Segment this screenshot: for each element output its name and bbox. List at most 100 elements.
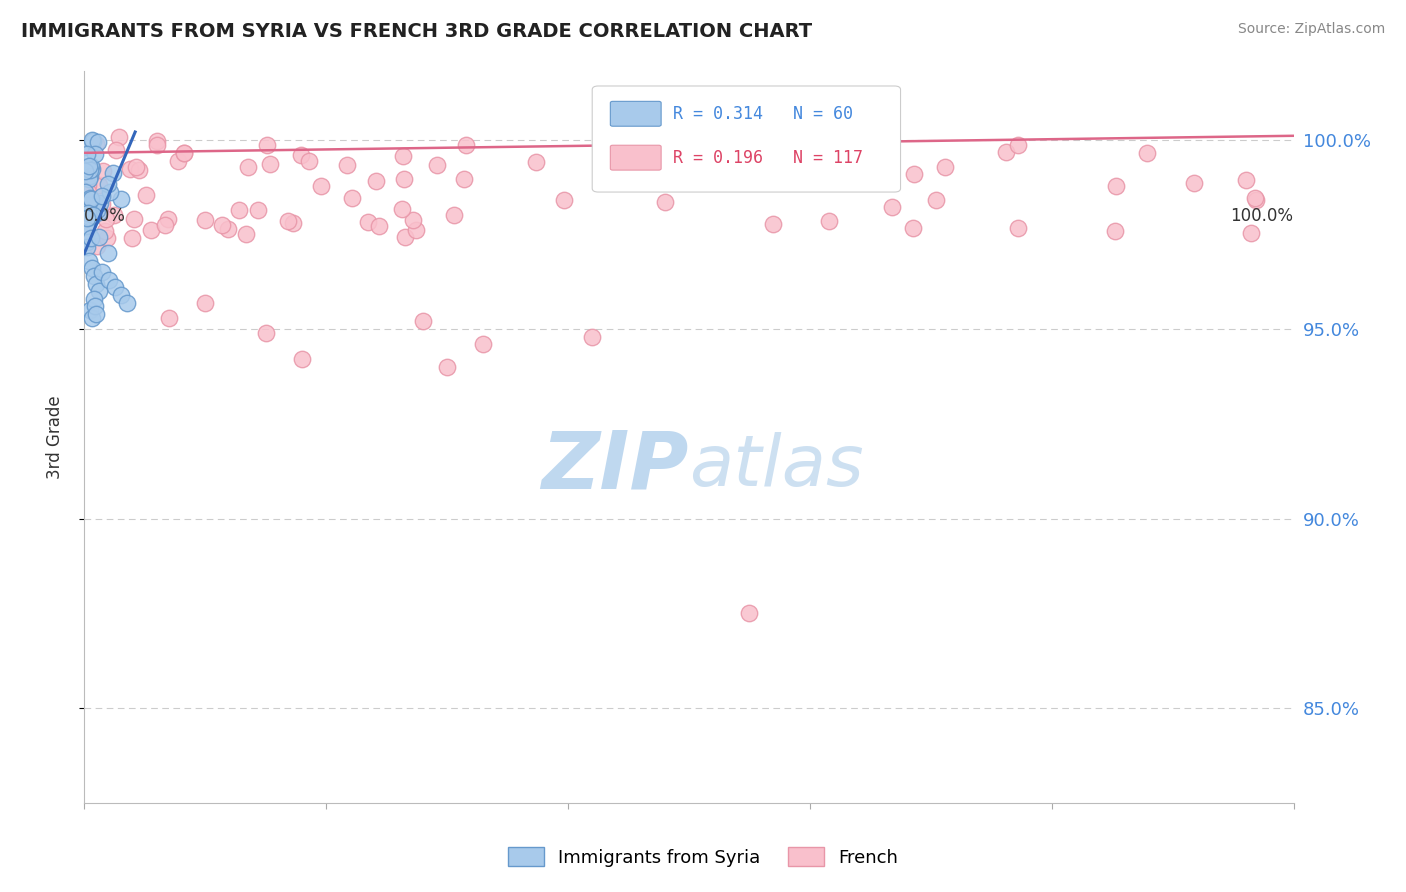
Point: [472, 337, 495, 351]
Point: [75, 140, 97, 154]
Point: [454, 138, 477, 153]
Point: [83, 292, 105, 306]
Point: [80, 261, 103, 276]
Point: [817, 213, 839, 227]
Point: [110, 192, 132, 206]
Point: [79, 163, 101, 178]
Point: [110, 288, 132, 302]
Point: [103, 166, 125, 180]
Point: [97, 273, 120, 287]
Legend: Immigrants from Syria, French: Immigrants from Syria, French: [501, 840, 905, 874]
Point: [281, 216, 304, 230]
Point: [86, 277, 108, 291]
Point: [90, 197, 112, 211]
Point: [1244, 191, 1267, 205]
Point: [903, 168, 925, 182]
Point: [87, 204, 110, 219]
Point: [436, 359, 458, 374]
Point: [298, 153, 321, 168]
Text: atlas: atlas: [689, 432, 863, 500]
Point: [94, 223, 117, 237]
Point: [118, 162, 141, 177]
Point: [290, 147, 312, 161]
Point: [336, 158, 359, 172]
Point: [87, 230, 110, 244]
Point: [1234, 173, 1257, 187]
Point: [443, 208, 465, 222]
Point: [80, 159, 103, 173]
Point: [654, 195, 676, 210]
Text: 0.0%: 0.0%: [84, 207, 127, 225]
Point: [75, 193, 97, 207]
Point: [173, 146, 195, 161]
Point: [83, 268, 105, 283]
Y-axis label: 3rd Grade: 3rd Grade: [45, 395, 63, 479]
Point: [77, 171, 100, 186]
Point: [76, 147, 98, 161]
Point: [77, 206, 100, 220]
Point: [412, 314, 434, 328]
Point: [738, 607, 761, 621]
Point: [97, 177, 120, 191]
Point: [128, 163, 150, 178]
Text: R = 0.314   N = 60: R = 0.314 N = 60: [673, 104, 853, 123]
FancyBboxPatch shape: [592, 86, 901, 192]
Point: [394, 229, 416, 244]
Point: [77, 185, 100, 199]
Point: [121, 230, 143, 244]
Point: [901, 221, 924, 235]
Point: [934, 160, 956, 174]
Point: [139, 223, 162, 237]
FancyBboxPatch shape: [610, 145, 661, 170]
Point: [91, 189, 114, 203]
Point: [256, 137, 278, 152]
Point: [103, 208, 125, 222]
Point: [79, 191, 101, 205]
Text: 100.0%: 100.0%: [1230, 207, 1294, 225]
Text: R = 0.196   N = 117: R = 0.196 N = 117: [673, 149, 863, 167]
Point: [76, 172, 98, 186]
Point: [79, 169, 101, 183]
Point: [87, 135, 110, 149]
Point: [77, 253, 100, 268]
Point: [91, 265, 114, 279]
FancyBboxPatch shape: [610, 102, 661, 127]
Point: [228, 202, 250, 217]
Point: [366, 174, 388, 188]
Point: [84, 196, 107, 211]
Point: [1007, 137, 1029, 152]
Point: [194, 295, 217, 310]
Point: [155, 218, 177, 232]
Point: [636, 134, 658, 148]
Point: [135, 188, 157, 202]
Point: [125, 161, 148, 175]
Point: [581, 329, 603, 343]
Point: [80, 310, 103, 325]
Point: [1105, 179, 1128, 194]
Point: [357, 214, 380, 228]
Point: [75, 219, 97, 233]
Point: [115, 295, 138, 310]
Point: [524, 154, 547, 169]
Point: [392, 149, 415, 163]
Point: [1182, 176, 1205, 190]
Point: [107, 130, 129, 145]
Point: [211, 218, 233, 232]
Text: IMMIGRANTS FROM SYRIA VS FRENCH 3RD GRADE CORRELATION CHART: IMMIGRANTS FROM SYRIA VS FRENCH 3RD GRAD…: [21, 22, 813, 41]
Point: [145, 137, 167, 152]
Point: [94, 211, 117, 226]
Point: [79, 303, 101, 318]
Point: [77, 210, 100, 224]
Point: [86, 238, 108, 252]
Point: [402, 212, 425, 227]
Point: [167, 153, 190, 168]
Point: [553, 193, 575, 207]
Point: [277, 213, 299, 227]
Point: [254, 326, 277, 340]
Point: [880, 200, 903, 214]
Point: [291, 352, 314, 367]
Point: [84, 136, 107, 151]
Point: [173, 146, 195, 161]
Point: [157, 310, 180, 325]
Point: [994, 145, 1017, 159]
